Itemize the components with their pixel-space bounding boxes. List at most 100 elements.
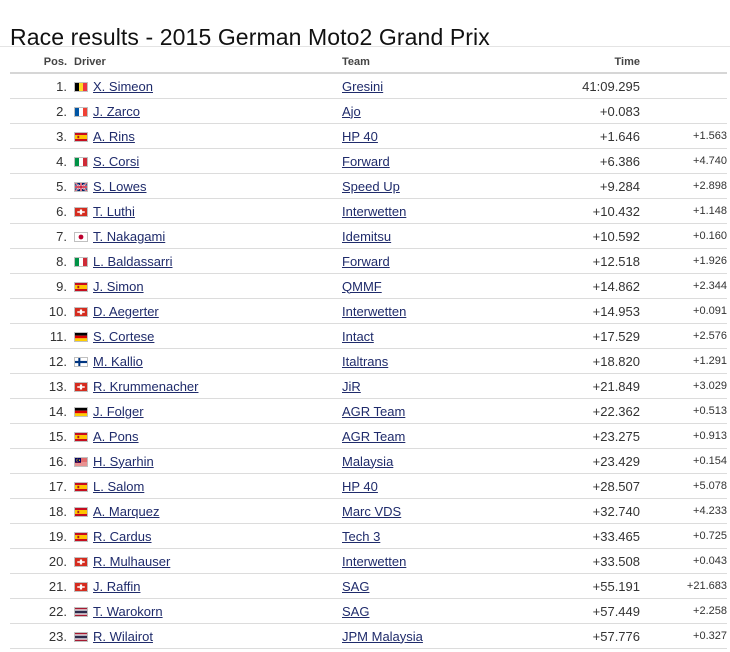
- table-row: 22. T. Warokorn SAG +57.449 +2.258: [10, 598, 727, 624]
- gap-cell: +1.563: [640, 123, 727, 149]
- driver-cell: L. Baldassarri: [67, 248, 342, 274]
- driver-link[interactable]: S. Lowes: [93, 178, 147, 194]
- switzerland-flag-icon: [74, 581, 88, 592]
- team-link[interactable]: JiR: [342, 378, 361, 394]
- driver-link[interactable]: M. Kallio: [93, 353, 143, 369]
- driver-cell: D. Aegerter: [67, 298, 342, 324]
- driver-link[interactable]: R. Wilairot: [93, 628, 153, 644]
- driver-link[interactable]: A. Pons: [93, 428, 139, 444]
- team-link[interactable]: Speed Up: [342, 178, 400, 194]
- team-cell: Forward: [342, 148, 562, 174]
- time-cell: +55.191: [562, 573, 640, 599]
- driver-cell: J. Folger: [67, 398, 342, 424]
- team-cell: QMMF: [342, 273, 562, 299]
- driver-link[interactable]: T. Nakagami: [93, 228, 166, 244]
- time-cell: +1.646: [562, 123, 640, 149]
- table-row: 18. A. Marquez Marc VDS +32.740 +4.233: [10, 498, 727, 524]
- position-cell: 12.: [10, 348, 67, 374]
- team-link[interactable]: HP 40: [342, 478, 378, 494]
- spain-flag-icon: [74, 506, 88, 517]
- driver-link[interactable]: X. Simeon: [93, 78, 153, 94]
- gap-cell: +2.898: [640, 173, 727, 199]
- position-cell: 5.: [10, 173, 67, 199]
- team-link[interactable]: Ajo: [342, 103, 361, 119]
- team-link[interactable]: AGR Team: [342, 403, 406, 419]
- driver-cell: S. Corsi: [67, 148, 342, 174]
- finland-flag-icon: [74, 356, 88, 367]
- team-link[interactable]: Gresini: [342, 78, 384, 94]
- driver-link[interactable]: A. Marquez: [93, 503, 160, 519]
- table-row: 13. R. Krummenacher JiR +21.849 +3.029: [10, 373, 727, 399]
- team-cell: AGR Team: [342, 398, 562, 424]
- team-link[interactable]: Idemitsu: [342, 228, 392, 244]
- team-link[interactable]: AGR Team: [342, 428, 406, 444]
- team-link[interactable]: Interwetten: [342, 303, 407, 319]
- team-link[interactable]: QMMF: [342, 278, 382, 294]
- spain-flag-icon: [74, 531, 88, 542]
- team-cell: Idemitsu: [342, 223, 562, 249]
- table-row: 5. S. Lowes Speed Up +9.284 +2.898: [10, 173, 727, 199]
- driver-link[interactable]: L. Salom: [93, 478, 145, 494]
- header-driver: Driver: [67, 51, 342, 74]
- team-link[interactable]: HP 40: [342, 128, 378, 144]
- driver-cell: S. Cortese: [67, 323, 342, 349]
- driver-link[interactable]: D. Aegerter: [93, 303, 159, 319]
- time-cell: 41:09.295: [562, 73, 640, 99]
- driver-cell: T. Warokorn: [67, 598, 342, 624]
- driver-link[interactable]: J. Zarco: [93, 103, 140, 119]
- time-cell: +57.449: [562, 598, 640, 624]
- team-cell: Interwetten: [342, 548, 562, 574]
- header-gap: [640, 51, 727, 74]
- team-link[interactable]: Malaysia: [342, 453, 394, 469]
- time-cell: +32.740: [562, 498, 640, 524]
- gap-cell: +1.926: [640, 248, 727, 274]
- driver-link[interactable]: T. Warokorn: [93, 603, 163, 619]
- driver-link[interactable]: T. Luthi: [93, 203, 135, 219]
- team-link[interactable]: JPM Malaysia: [342, 628, 423, 644]
- malaysia-flag-icon: [74, 456, 88, 467]
- driver-link[interactable]: J. Simon: [93, 278, 144, 294]
- table-row: 15. A. Pons AGR Team +23.275 +0.913: [10, 423, 727, 449]
- position-cell: 20.: [10, 548, 67, 574]
- position-cell: 11.: [10, 323, 67, 349]
- team-link[interactable]: SAG: [342, 603, 370, 619]
- driver-link[interactable]: S. Cortese: [93, 328, 155, 344]
- table-row: 19. R. Cardus Tech 3 +33.465 +0.725: [10, 523, 727, 549]
- france-flag-icon: [74, 106, 88, 117]
- table-row: 1. X. Simeon Gresini 41:09.295: [10, 73, 727, 99]
- spain-flag-icon: [74, 281, 88, 292]
- gap-cell: [640, 98, 727, 124]
- position-cell: 10.: [10, 298, 67, 324]
- team-link[interactable]: Intact: [342, 328, 374, 344]
- team-link[interactable]: Marc VDS: [342, 503, 402, 519]
- team-link[interactable]: SAG: [342, 578, 370, 594]
- belgium-flag-icon: [74, 81, 88, 92]
- team-link[interactable]: Forward: [342, 153, 390, 169]
- driver-link[interactable]: L. Baldassarri: [93, 253, 173, 269]
- driver-cell: T. Luthi: [67, 198, 342, 224]
- driver-link[interactable]: S. Corsi: [93, 153, 140, 169]
- driver-link[interactable]: J. Folger: [93, 403, 144, 419]
- time-cell: +9.284: [562, 173, 640, 199]
- gap-cell: +0.725: [640, 523, 727, 549]
- driver-cell: R. Krummenacher: [67, 373, 342, 399]
- driver-link[interactable]: H. Syarhin: [93, 453, 154, 469]
- spain-flag-icon: [74, 481, 88, 492]
- gap-cell: +21.683: [640, 573, 727, 599]
- team-link[interactable]: Italtrans: [342, 353, 389, 369]
- driver-cell: M. Kallio: [67, 348, 342, 374]
- driver-cell: J. Simon: [67, 273, 342, 299]
- driver-link[interactable]: J. Raffin: [93, 578, 141, 594]
- time-cell: +33.465: [562, 523, 640, 549]
- team-link[interactable]: Interwetten: [342, 553, 407, 569]
- driver-link[interactable]: R. Mulhauser: [93, 553, 171, 569]
- driver-link[interactable]: R. Cardus: [93, 528, 152, 544]
- team-link[interactable]: Forward: [342, 253, 390, 269]
- driver-cell: T. Nakagami: [67, 223, 342, 249]
- team-link[interactable]: Interwetten: [342, 203, 407, 219]
- team-cell: AGR Team: [342, 423, 562, 449]
- driver-link[interactable]: R. Krummenacher: [93, 378, 199, 394]
- team-link[interactable]: Tech 3: [342, 528, 381, 544]
- driver-link[interactable]: A. Rins: [93, 128, 135, 144]
- driver-cell: S. Lowes: [67, 173, 342, 199]
